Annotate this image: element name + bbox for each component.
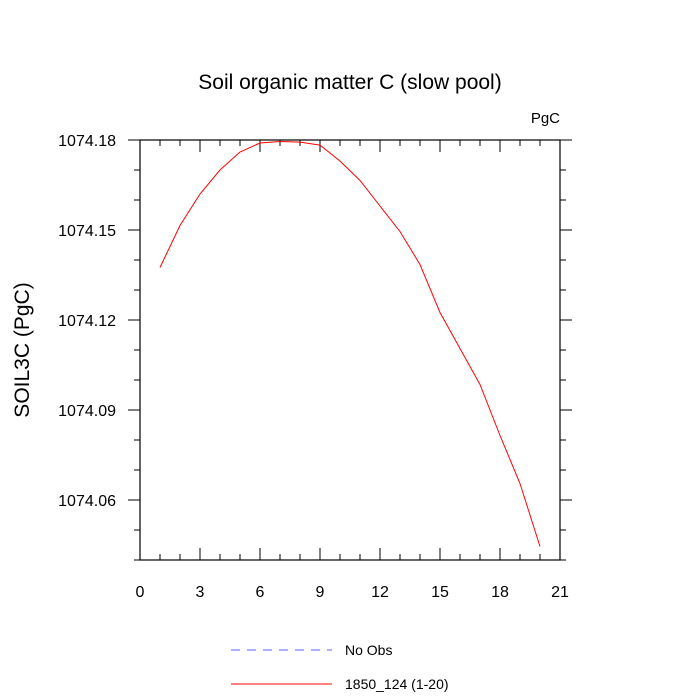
y-tick-label: 1074.06: [58, 493, 116, 510]
x-tick-label: 3: [196, 584, 205, 601]
y-tick-label: 1074.18: [58, 133, 116, 150]
axis-ticks: [128, 139, 572, 561]
legend-label: 1850_124 (1-20): [345, 676, 449, 692]
x-tick-label: 0: [136, 584, 145, 601]
x-tick-label: 21: [551, 584, 569, 601]
legend: No Obs 1850_124 (1-20): [231, 642, 449, 692]
x-tick-label: 18: [491, 584, 509, 601]
x-tick-label: 9: [316, 584, 325, 601]
x-tick-label: 6: [256, 584, 265, 601]
x-tick-label: 15: [431, 584, 449, 601]
y-tick-label: 1074.15: [58, 223, 116, 240]
units-label: PgC: [531, 110, 560, 127]
series-group: [159, 140, 541, 547]
plot-frame: [139, 139, 561, 561]
y-tick-label: 1074.12: [58, 313, 116, 330]
series-line: [159, 140, 541, 547]
legend-label: No Obs: [345, 642, 392, 658]
y-axis-label: SOIL3C (PgC): [11, 282, 34, 417]
y-tick-labels: 1074.06 1074.09 1074.12 1074.15 1074.18: [58, 133, 116, 510]
chart-title: Soil organic matter C (slow pool): [198, 71, 501, 94]
x-tick-labels: 0 3 6 9 12 15 18 21: [136, 584, 569, 601]
y-tick-label: 1074.09: [58, 403, 116, 420]
x-tick-label: 12: [371, 584, 389, 601]
